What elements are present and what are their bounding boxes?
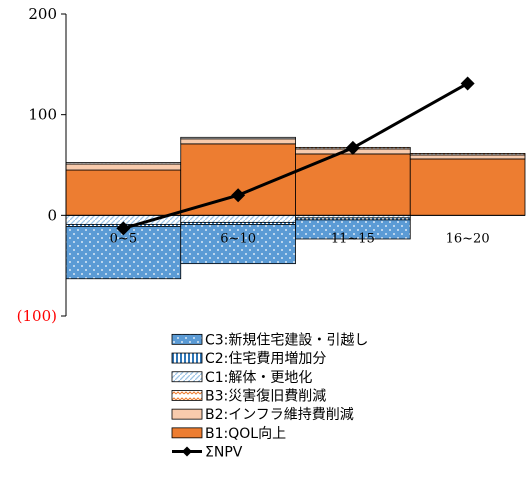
bar-segment bbox=[409, 154, 526, 160]
npv-marker bbox=[460, 76, 475, 91]
legend-swatch bbox=[171, 390, 203, 401]
legend-label: ΣNPV bbox=[205, 445, 243, 461]
npv-marker bbox=[116, 221, 131, 236]
bar-segment bbox=[65, 162, 182, 165]
legend-label: C2:住宅費用増加分 bbox=[205, 351, 326, 367]
legend: C3:新規住宅建設・引越し C2:住宅費用増加分 C1:解体・更地化B3:災害復旧費… bbox=[171, 332, 368, 461]
legend-label: B1:QOL向上 bbox=[205, 426, 286, 442]
bar-segment bbox=[180, 223, 296, 265]
legend-marker bbox=[182, 446, 192, 457]
legend-label: C1:解体・更地化 bbox=[205, 370, 312, 386]
legend-swatch bbox=[171, 371, 203, 383]
bar-segment bbox=[65, 163, 182, 171]
bar-segment bbox=[409, 158, 526, 216]
y-tick-label: (100) bbox=[17, 307, 57, 325]
bar-segment bbox=[180, 136, 296, 140]
npv-marker bbox=[231, 188, 246, 203]
bar-segment bbox=[295, 219, 411, 240]
npv-line bbox=[122, 82, 469, 230]
legend-swatch bbox=[171, 333, 203, 345]
x-tick-label: 0~5 bbox=[110, 231, 137, 246]
y-tick-label: 0 bbox=[47, 206, 57, 224]
x-tick-label: 6~10 bbox=[220, 231, 256, 246]
legend-swatch bbox=[171, 352, 203, 364]
x-tick-label: 16~20 bbox=[446, 231, 490, 246]
y-tick-label: 200 bbox=[28, 5, 57, 23]
bar-segment bbox=[180, 214, 296, 223]
legend-swatch bbox=[171, 408, 203, 420]
y-axis: 200 100 0 (100) bbox=[17, 5, 525, 325]
legend-label: B3:災害復旧費削減 bbox=[205, 387, 326, 404]
x-tick-label: 11~15 bbox=[331, 231, 375, 246]
y-tick-label: 100 bbox=[28, 106, 57, 124]
bar-segment bbox=[65, 169, 182, 216]
bar-segment bbox=[409, 153, 526, 156]
bar-segment bbox=[180, 138, 296, 145]
npv-marker bbox=[345, 140, 360, 155]
legend-label: B2:インフラ維持費削減 bbox=[205, 406, 354, 423]
legend-swatch bbox=[171, 427, 203, 439]
plot-area: 0~5 6~10 11~15 16~20 bbox=[65, 76, 526, 280]
legend-label: C3:新規住宅建設・引越し bbox=[205, 332, 368, 348]
